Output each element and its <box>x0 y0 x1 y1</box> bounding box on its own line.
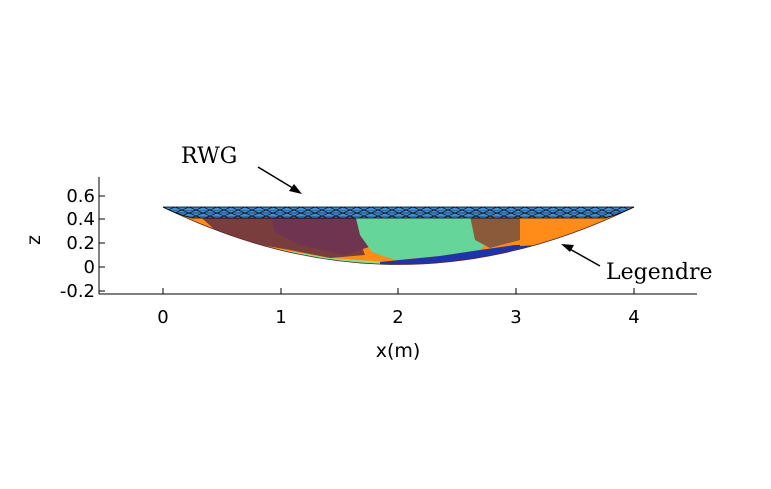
x-tick-label: 0 <box>157 307 168 328</box>
x-tick-label: 4 <box>628 307 639 328</box>
annotation-rwg-arrowhead <box>289 184 302 194</box>
region-purple <box>270 214 375 255</box>
x-ticks: 0 1 2 3 4 <box>157 288 640 328</box>
region-mint <box>355 214 500 260</box>
annotation-legendre-arrowhead <box>561 244 574 252</box>
bowl-outline <box>162 206 635 265</box>
y-tick-label: 0 <box>84 257 95 278</box>
x-tick-label: 2 <box>392 307 403 328</box>
annotation-legendre: Legendre <box>561 244 713 285</box>
annotation-rwg-label: RWG <box>181 144 237 169</box>
region-brown-right <box>470 216 530 248</box>
y-ticks: 0.6 0.4 0.2 0 -0.2 <box>60 186 105 302</box>
y-tick-label: 0.6 <box>66 186 95 207</box>
y-axis-title: z <box>23 235 45 245</box>
y-tick-label: 0.2 <box>66 233 95 254</box>
rwg-mesh-strip <box>162 206 635 219</box>
annotation-rwg: RWG <box>181 144 302 194</box>
y-tick-label: 0.4 <box>66 209 95 230</box>
x-tick-label: 3 <box>510 307 521 328</box>
annotation-legendre-label: Legendre <box>606 260 713 285</box>
rwg-mesh <box>162 206 635 219</box>
x-axis-title: x(m) <box>376 340 421 362</box>
annotation-legendre-arrow-shaft <box>567 247 601 267</box>
region-orange-right <box>520 215 620 246</box>
x-tick-label: 1 <box>275 307 286 328</box>
annotation-rwg-arrow-shaft <box>257 166 297 191</box>
axes: 0.6 0.4 0.2 0 -0.2 0 1 2 3 4 x(m) z <box>23 177 697 362</box>
y-tick-label: -0.2 <box>60 281 95 302</box>
